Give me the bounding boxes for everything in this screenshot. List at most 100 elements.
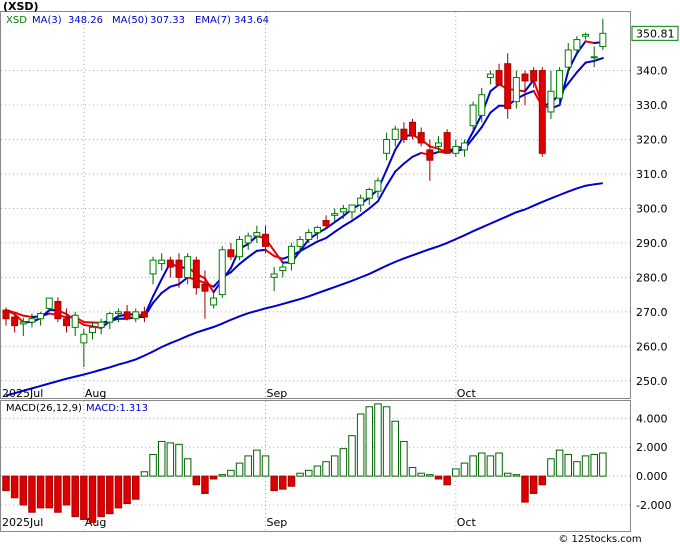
- candle: [504, 53, 512, 119]
- ema7-segment: [402, 155, 414, 165]
- candle-body-up: [218, 249, 226, 296]
- macd-bar-positive: [495, 452, 503, 477]
- macd-bar-positive: [261, 455, 270, 477]
- candle-body-up: [331, 213, 339, 216]
- candle: [426, 139, 434, 181]
- ma3-segment: [333, 215, 345, 224]
- candle: [287, 242, 295, 271]
- candle: [582, 32, 590, 40]
- candle: [28, 313, 36, 328]
- ema7-segment: [376, 184, 388, 203]
- candle: [19, 317, 27, 336]
- macd-bar-positive: [183, 458, 192, 477]
- candle-body-up: [460, 142, 468, 151]
- macd-bar-positive: [408, 466, 417, 477]
- macd-bar-negative: [287, 475, 296, 487]
- candle: [313, 225, 321, 240]
- ema7-segment: [489, 104, 501, 114]
- candle-body-up: [357, 197, 365, 206]
- candle: [530, 67, 538, 88]
- ema7-segment: [152, 291, 163, 304]
- legend-ma50-value: 307.33: [150, 15, 185, 26]
- candle-body-up: [106, 313, 114, 323]
- ma3-segment: [558, 69, 570, 107]
- candle-body-up: [158, 259, 166, 265]
- macd-bar-negative: [521, 475, 529, 503]
- ema7-segment: [351, 213, 362, 222]
- macd-bar-positive: [452, 468, 460, 477]
- candle: [132, 308, 140, 323]
- candle: [322, 215, 330, 230]
- macd-bar-positive: [322, 461, 330, 477]
- price-y-tick-label: 320.0: [636, 134, 668, 147]
- ema7-segment: [584, 59, 596, 64]
- candle-body-up: [582, 33, 590, 37]
- macd-y-tick-label: 4.000: [636, 412, 668, 425]
- candle: [521, 70, 529, 106]
- price-y-tick-label: 310.0: [636, 168, 668, 181]
- ema7-segment: [169, 283, 180, 288]
- candle-body-up: [339, 207, 347, 213]
- ema7-segment: [160, 285, 172, 294]
- ma3-segment: [13, 313, 25, 324]
- candle-body-down: [63, 318, 71, 327]
- candle-body-up: [97, 321, 105, 328]
- candle: [244, 232, 252, 250]
- candle: [374, 177, 382, 199]
- candle: [11, 314, 19, 333]
- macd-bar-positive: [149, 453, 157, 477]
- macd-bar-positive: [330, 455, 339, 477]
- price-panel-frame: [0, 11, 631, 399]
- price-y-tick-label: 270.0: [636, 306, 668, 319]
- candle: [469, 101, 477, 130]
- ema7-segment: [368, 200, 379, 210]
- candle-body-up: [383, 139, 391, 154]
- macd-bar-negative: [132, 475, 140, 500]
- candle: [201, 270, 209, 319]
- macd-bar-negative: [54, 475, 62, 513]
- candle: [80, 329, 88, 367]
- candle: [262, 225, 269, 254]
- candle-body-down: [54, 301, 62, 320]
- candle-body-down: [11, 316, 19, 327]
- candle-body-up: [244, 235, 252, 244]
- price-y-tick-labels: 250.0 260.0 270.0 280.0 290.0 300.0 310.0 320.0…: [636, 65, 668, 388]
- candle-body-down: [123, 311, 131, 320]
- candle-body-up: [564, 49, 572, 68]
- candle-body-up: [305, 232, 313, 240]
- ema7-segment: [325, 230, 336, 240]
- macd-bar-negative: [538, 475, 547, 486]
- candle: [305, 229, 313, 243]
- macd-bar-negative: [2, 475, 10, 492]
- last-price-box: [631, 25, 679, 41]
- macd-bar-negative: [106, 475, 114, 515]
- macd-bar-positive: [417, 472, 425, 477]
- legend-ma3-label: MA(3): [32, 15, 62, 26]
- macd-bar-negative: [209, 475, 218, 480]
- ema7-segment: [307, 240, 319, 248]
- macd-panel-frame: [0, 400, 631, 532]
- macd-bar-positive: [400, 440, 408, 477]
- candle-body-down: [530, 70, 538, 82]
- candle: [114, 308, 122, 323]
- candle-body-down: [201, 283, 209, 292]
- ema7-segment: [411, 151, 423, 158]
- ma3-segment: [385, 148, 397, 171]
- candle: [123, 304, 131, 321]
- candle-body-down: [400, 128, 408, 141]
- macd-bar-positive: [486, 455, 495, 477]
- ma3-segment: [325, 221, 336, 230]
- chart-title: (XSD): [3, 0, 39, 13]
- candle: [97, 318, 105, 335]
- candle-body-up: [253, 232, 261, 237]
- candle-body-up: [80, 333, 88, 344]
- candle-body-up: [279, 266, 287, 271]
- candle-body-up: [313, 226, 321, 234]
- candle-body-up: [547, 90, 555, 113]
- macd-bar-positive: [460, 462, 469, 477]
- macd-y-tick-labels: 4.000 2.000 0.000 -2.000: [636, 412, 671, 512]
- candle: [296, 236, 304, 254]
- candle-body-up: [236, 238, 244, 258]
- ma3-segment: [489, 83, 501, 93]
- candle: [512, 70, 520, 109]
